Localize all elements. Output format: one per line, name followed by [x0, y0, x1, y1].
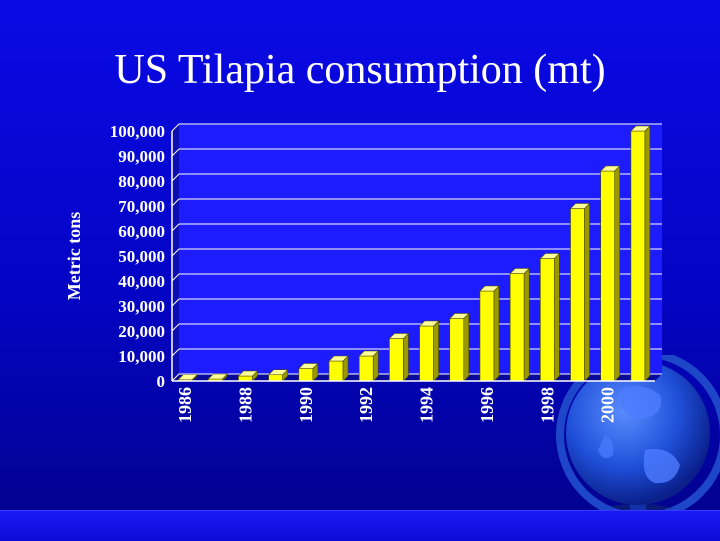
bar-1999 [570, 208, 585, 382]
y-tick-label: 30,000 [118, 297, 165, 316]
bar-top-1998 [539, 253, 561, 259]
y-tick-label: 100,000 [110, 122, 165, 141]
gridline [171, 323, 662, 332]
bar-top-1992 [358, 350, 379, 357]
bar-2000 [600, 170, 616, 382]
gridline [171, 298, 662, 307]
bar-1992 [358, 355, 374, 382]
bar-top-1993 [388, 333, 410, 339]
bar-top-1986 [177, 374, 198, 381]
y-tick-label: 10,000 [118, 347, 165, 366]
bar-side-1997 [523, 267, 530, 382]
bar-1998 [540, 258, 555, 382]
x-tick-label: 1990 [296, 387, 316, 423]
x-tick-label: 1996 [477, 387, 497, 423]
gridline [171, 123, 662, 132]
slide-title: US Tilapia consumption (mt) [114, 47, 606, 93]
globe-icon [556, 355, 720, 522]
bar-top-1999 [569, 203, 591, 209]
bar-1990 [298, 368, 314, 382]
bar-top-2000 [599, 165, 621, 172]
x-tick-label: 2000 [598, 387, 618, 423]
gridline [171, 248, 662, 257]
bar-side-1994 [433, 320, 439, 382]
y-tick-label: 60,000 [118, 222, 165, 241]
gridline [171, 173, 662, 182]
bar-top-1991 [328, 355, 349, 362]
bar-top-1994 [418, 320, 440, 327]
bar-1996 [479, 290, 495, 382]
x-tick-label: 1992 [356, 387, 376, 423]
bar-top-1997 [509, 268, 530, 274]
y-tick-label: 20,000 [118, 322, 165, 341]
y-tick-label: 40,000 [118, 272, 165, 291]
y-tick-label: 0 [157, 372, 166, 391]
bar-side-2000 [614, 165, 621, 382]
x-tick-label: 1986 [175, 387, 195, 423]
gridline [171, 223, 662, 232]
y-tick-label: 80,000 [118, 172, 165, 191]
y-tick-label: 70,000 [118, 197, 165, 216]
bar-side-1995 [463, 312, 470, 382]
x-tick-label: 1994 [417, 387, 437, 423]
x-tick-label: 1998 [537, 387, 557, 423]
bar-side-1996 [493, 285, 500, 382]
y-tick-label: 50,000 [118, 247, 165, 266]
gridline [171, 348, 662, 357]
gridline [171, 148, 662, 157]
x-tick-label: 1988 [235, 387, 255, 423]
bar-side-1998 [554, 252, 560, 382]
bar-1994 [419, 325, 434, 382]
bar-side-2001 [644, 125, 651, 382]
bar-side-1999 [584, 202, 590, 382]
bar-side-1993 [403, 332, 409, 382]
bar-top-1987 [207, 373, 229, 380]
bar-top-1989 [267, 369, 289, 376]
bar-top-1996 [479, 285, 500, 292]
bar-top-2001 [630, 125, 651, 132]
bar-top-1990 [298, 363, 319, 369]
bar-1995 [449, 318, 465, 382]
y-axis-label: Metric tons [64, 212, 84, 300]
bar-1989 [268, 374, 283, 382]
bar-1993 [389, 338, 404, 382]
bar-top-1988 [237, 370, 259, 377]
bottom-bar [0, 510, 720, 541]
gridline [171, 373, 662, 382]
bar-1991 [328, 360, 344, 382]
bar-1997 [509, 273, 525, 382]
gridline [171, 273, 662, 282]
plot-floor [172, 374, 662, 381]
gridline [171, 198, 662, 207]
bar-2001 [630, 130, 646, 382]
y-tick-label: 90,000 [118, 147, 165, 166]
bar-top-1995 [449, 313, 470, 319]
